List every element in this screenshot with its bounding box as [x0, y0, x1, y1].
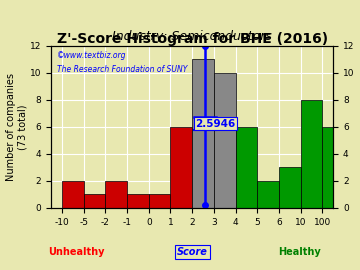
Text: 2.5946: 2.5946 — [195, 119, 235, 129]
Text: The Research Foundation of SUNY: The Research Foundation of SUNY — [57, 65, 187, 74]
Bar — [235, 127, 257, 208]
Text: Industry: Semiconductors: Industry: Semiconductors — [112, 31, 272, 43]
Text: ©www.textbiz.org: ©www.textbiz.org — [57, 51, 126, 60]
Bar — [171, 127, 192, 208]
Title: Z'-Score Histogram for BHE (2016): Z'-Score Histogram for BHE (2016) — [57, 32, 328, 46]
Bar — [84, 194, 105, 208]
Bar — [214, 73, 235, 208]
Bar — [149, 194, 171, 208]
Text: Score: Score — [177, 247, 208, 257]
Bar — [62, 181, 84, 208]
Bar — [105, 181, 127, 208]
Bar — [322, 127, 344, 208]
Bar — [279, 167, 301, 208]
Bar — [301, 100, 322, 208]
Text: Unhealthy: Unhealthy — [48, 247, 105, 257]
Bar — [257, 181, 279, 208]
Bar — [192, 59, 214, 208]
Bar — [127, 194, 149, 208]
Text: Healthy: Healthy — [278, 247, 321, 257]
Y-axis label: Number of companies
(73 total): Number of companies (73 total) — [5, 73, 27, 181]
